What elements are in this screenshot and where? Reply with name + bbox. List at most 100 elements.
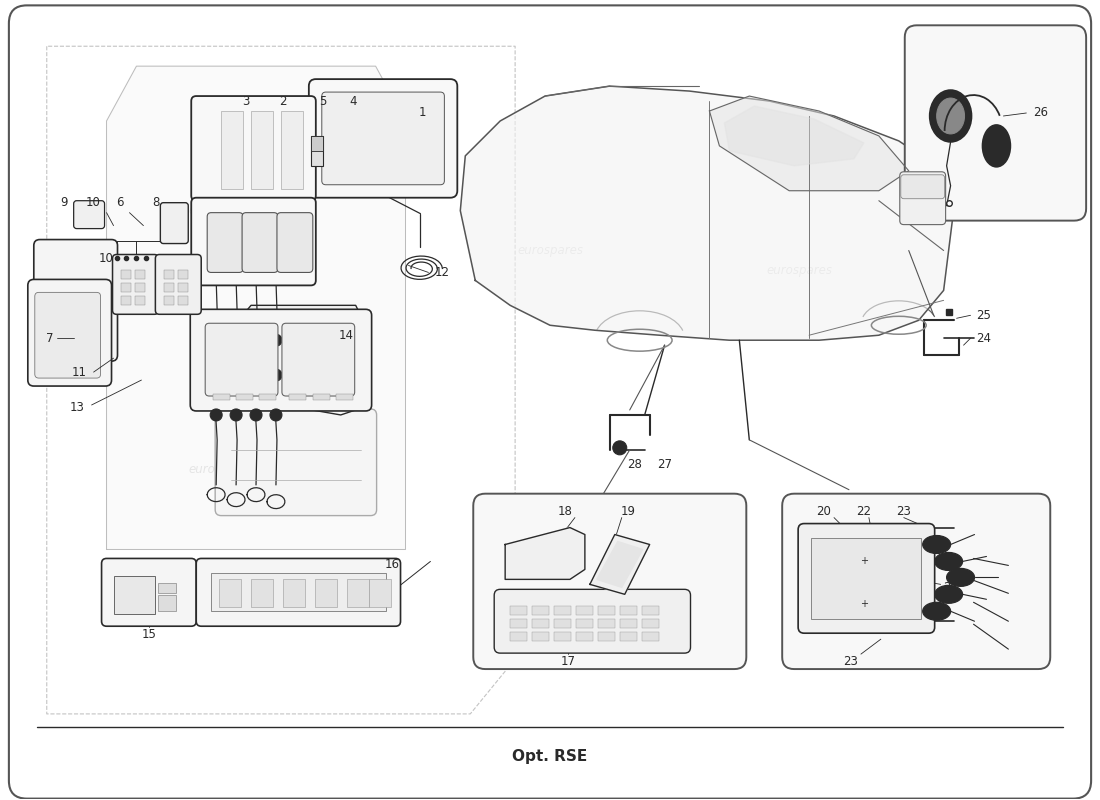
Polygon shape	[590, 534, 650, 594]
Circle shape	[250, 369, 262, 381]
Text: eurospares: eurospares	[188, 204, 254, 217]
Bar	[510, 619, 527, 628]
Bar	[221, 111, 243, 189]
Text: 22: 22	[857, 505, 871, 518]
Bar	[641, 632, 659, 641]
Bar	[554, 632, 571, 641]
Text: 13: 13	[69, 402, 84, 414]
Bar	[121, 296, 132, 306]
Bar	[532, 619, 549, 628]
FancyBboxPatch shape	[242, 213, 278, 273]
Ellipse shape	[923, 535, 950, 554]
Bar	[211, 574, 386, 611]
Polygon shape	[725, 106, 864, 166]
Bar	[576, 606, 593, 615]
Text: 28: 28	[627, 458, 642, 471]
Circle shape	[230, 369, 242, 381]
Text: 21: 21	[943, 581, 958, 594]
FancyBboxPatch shape	[112, 254, 158, 314]
Bar	[315, 579, 337, 607]
FancyBboxPatch shape	[190, 310, 372, 411]
Text: 3: 3	[242, 94, 250, 107]
Text: 18: 18	[558, 505, 572, 518]
Polygon shape	[460, 86, 954, 340]
FancyBboxPatch shape	[782, 494, 1050, 669]
Bar	[164, 296, 174, 306]
Bar	[510, 632, 527, 641]
Text: 19: 19	[620, 505, 635, 518]
Bar	[597, 632, 615, 641]
Text: Opt. RSE: Opt. RSE	[513, 750, 587, 764]
Bar	[135, 283, 145, 292]
Text: 24: 24	[976, 332, 991, 345]
Ellipse shape	[923, 602, 950, 620]
Text: eurospares: eurospares	[786, 493, 852, 506]
Ellipse shape	[937, 98, 965, 134]
Circle shape	[230, 334, 242, 346]
FancyBboxPatch shape	[494, 590, 691, 653]
FancyBboxPatch shape	[9, 6, 1091, 798]
Bar	[158, 595, 176, 611]
Circle shape	[230, 409, 242, 421]
FancyBboxPatch shape	[216, 409, 376, 515]
Text: eurospares: eurospares	[188, 463, 254, 476]
Bar	[283, 579, 305, 607]
Text: 8: 8	[153, 196, 161, 209]
Text: 9: 9	[59, 196, 67, 209]
Text: 11: 11	[73, 366, 87, 378]
Bar	[219, 579, 241, 607]
Bar	[336, 394, 353, 400]
Bar	[213, 394, 230, 400]
Polygon shape	[505, 527, 585, 579]
Text: 10: 10	[86, 196, 101, 209]
Bar	[121, 283, 132, 292]
Bar	[597, 619, 615, 628]
Text: eurospares: eurospares	[517, 493, 583, 506]
FancyBboxPatch shape	[161, 202, 188, 243]
Text: 12: 12	[434, 266, 450, 279]
Bar	[113, 576, 155, 614]
Circle shape	[270, 369, 282, 381]
Text: 6: 6	[116, 196, 123, 209]
Bar	[554, 619, 571, 628]
Text: 26: 26	[1033, 106, 1048, 119]
FancyBboxPatch shape	[309, 79, 458, 198]
Ellipse shape	[935, 586, 962, 603]
Bar	[368, 579, 390, 607]
FancyBboxPatch shape	[101, 558, 196, 626]
FancyBboxPatch shape	[282, 323, 354, 396]
Bar	[619, 632, 637, 641]
Bar	[164, 283, 174, 292]
FancyBboxPatch shape	[28, 279, 111, 386]
Text: 7: 7	[46, 332, 54, 345]
Text: 25: 25	[976, 309, 991, 322]
Bar	[554, 606, 571, 615]
Bar	[251, 579, 273, 607]
Text: 20: 20	[816, 505, 832, 518]
FancyBboxPatch shape	[900, 172, 946, 225]
Ellipse shape	[947, 569, 975, 586]
Bar	[135, 270, 145, 279]
Bar	[597, 606, 615, 615]
FancyBboxPatch shape	[155, 254, 201, 314]
Bar	[346, 579, 368, 607]
Text: +: +	[860, 599, 868, 610]
Text: 27: 27	[657, 458, 672, 471]
Bar	[811, 538, 921, 619]
Bar	[236, 394, 253, 400]
Text: 10: 10	[99, 252, 114, 265]
Bar	[311, 136, 322, 166]
Text: +: +	[860, 557, 868, 566]
Bar	[164, 270, 174, 279]
Bar	[619, 619, 637, 628]
FancyBboxPatch shape	[277, 213, 312, 273]
Text: 17: 17	[560, 654, 575, 667]
Bar	[576, 619, 593, 628]
FancyBboxPatch shape	[35, 292, 100, 378]
Bar	[576, 632, 593, 641]
Text: 15: 15	[142, 628, 157, 641]
Text: eurospares: eurospares	[517, 244, 583, 257]
Polygon shape	[597, 542, 642, 587]
Circle shape	[613, 441, 627, 455]
Bar	[258, 394, 276, 400]
